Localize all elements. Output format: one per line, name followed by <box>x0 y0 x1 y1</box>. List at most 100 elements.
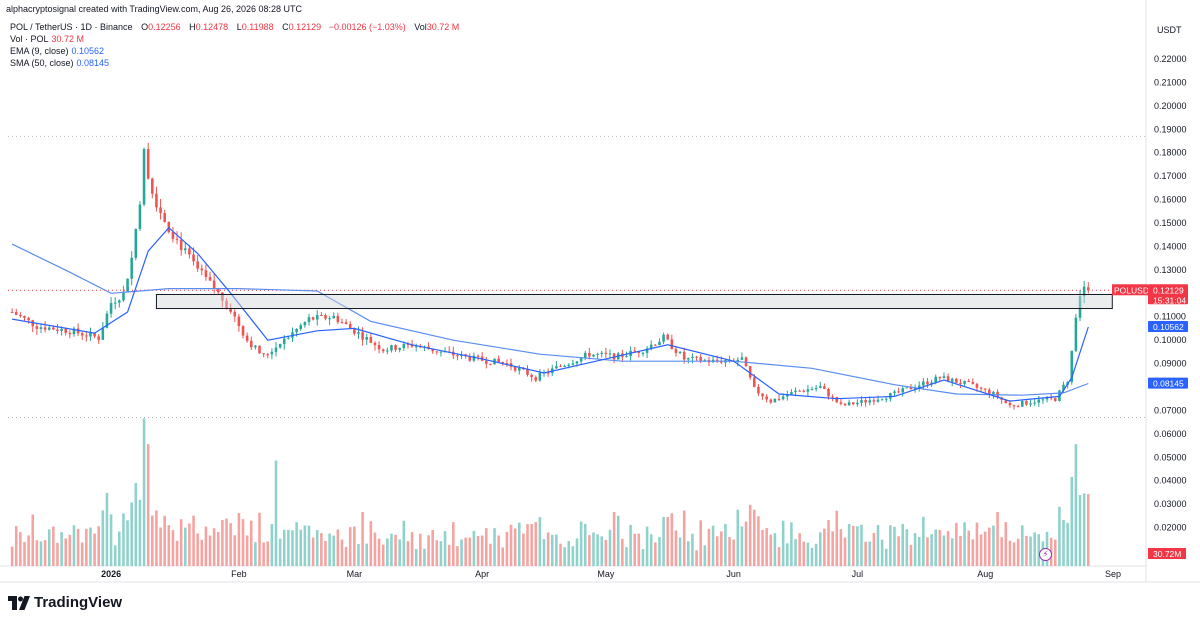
candle-body[interactable] <box>225 300 228 309</box>
volume-bar[interactable] <box>89 527 92 566</box>
candle-body[interactable] <box>934 376 937 383</box>
candle-body[interactable] <box>410 344 414 347</box>
volume-bar[interactable] <box>1070 476 1074 566</box>
volume-bar[interactable] <box>254 542 257 566</box>
candle-body[interactable] <box>501 362 505 364</box>
candle-body[interactable] <box>600 352 604 354</box>
candle-body[interactable] <box>831 396 834 398</box>
candle-body[interactable] <box>171 232 175 239</box>
volume-bar[interactable] <box>604 539 608 566</box>
candle-body[interactable] <box>884 398 888 400</box>
candle-body[interactable] <box>287 337 290 339</box>
volume-bar[interactable] <box>959 535 962 566</box>
candle-body[interactable] <box>674 349 678 354</box>
candle-body[interactable] <box>278 344 282 348</box>
volume-bar[interactable] <box>10 546 14 566</box>
candle-body[interactable] <box>212 280 216 289</box>
volume-bar[interactable] <box>909 544 913 566</box>
candle-body[interactable] <box>414 346 418 348</box>
candle-body[interactable] <box>938 376 942 379</box>
candle-body[interactable] <box>505 363 509 365</box>
volume-bar[interactable] <box>410 532 414 566</box>
volume-bar[interactable] <box>814 543 818 566</box>
candle-body[interactable] <box>1070 350 1074 383</box>
candle-body[interactable] <box>258 345 261 354</box>
volume-bar[interactable] <box>1004 522 1008 566</box>
candle-body[interactable] <box>1029 403 1032 405</box>
volume-bar[interactable] <box>1037 534 1041 566</box>
candle-body[interactable] <box>979 387 983 389</box>
candle-body[interactable] <box>699 357 702 362</box>
candle-body[interactable] <box>262 353 265 355</box>
candle-body[interactable] <box>901 388 905 393</box>
volume-bar[interactable] <box>926 537 929 566</box>
candle-body[interactable] <box>1062 384 1065 391</box>
candle-body[interactable] <box>534 377 538 381</box>
volume-bar[interactable] <box>443 531 447 566</box>
volume-bar[interactable] <box>736 509 740 566</box>
volume-bar[interactable] <box>423 548 426 566</box>
volume-bar[interactable] <box>757 516 760 566</box>
volume-bar[interactable] <box>621 538 624 566</box>
candle-body[interactable] <box>971 381 975 384</box>
volume-bar[interactable] <box>398 539 401 566</box>
volume-bar[interactable] <box>146 444 150 566</box>
volume-bar[interactable] <box>505 531 509 566</box>
candle-body[interactable] <box>765 396 768 400</box>
volume-bar[interactable] <box>769 534 773 566</box>
candle-body[interactable] <box>394 345 397 350</box>
volume-bar[interactable] <box>472 530 476 566</box>
candle-body[interactable] <box>1041 399 1045 401</box>
volume-bar[interactable] <box>60 532 63 566</box>
volume-bar[interactable] <box>901 524 905 566</box>
candle-body[interactable] <box>604 352 608 354</box>
candle-body[interactable] <box>835 397 839 403</box>
candle-body[interactable] <box>637 351 641 353</box>
candle-body[interactable] <box>1037 399 1041 403</box>
candle-body[interactable] <box>913 388 917 390</box>
volume-bar[interactable] <box>163 515 166 566</box>
volume-bar[interactable] <box>377 538 381 566</box>
volume-bar[interactable] <box>761 529 764 566</box>
volume-bar[interactable] <box>678 537 682 566</box>
ema-legend[interactable]: EMA (9, close) 0.10562 <box>10 46 104 56</box>
candle-body[interactable] <box>163 213 166 222</box>
candle-body[interactable] <box>930 382 933 385</box>
candle-body[interactable] <box>266 354 270 356</box>
volume-bar[interactable] <box>884 548 888 566</box>
candle-body[interactable] <box>233 311 237 317</box>
volume-bar[interactable] <box>955 522 958 566</box>
volume-bar[interactable] <box>996 512 999 566</box>
volume-bar[interactable] <box>64 538 68 566</box>
candle-body[interactable] <box>740 357 744 360</box>
volume-bar[interactable] <box>278 538 282 566</box>
volume-bar[interactable] <box>435 540 439 566</box>
volume-bar[interactable] <box>596 534 599 566</box>
volume-bar[interactable] <box>765 528 768 566</box>
volume-bar[interactable] <box>802 541 806 566</box>
volume-bar[interactable] <box>196 533 199 566</box>
volume-bar[interactable] <box>856 526 859 566</box>
volume-bar[interactable] <box>485 528 488 566</box>
candle-body[interactable] <box>786 394 789 397</box>
volume-bar[interactable] <box>897 536 900 566</box>
candle-body[interactable] <box>781 396 785 400</box>
candle-body[interactable] <box>295 328 298 333</box>
volume-bar[interactable] <box>509 524 513 566</box>
candle-body[interactable] <box>790 392 793 395</box>
candle-body[interactable] <box>365 337 368 340</box>
volume-bar[interactable] <box>691 533 694 566</box>
volume-bar[interactable] <box>818 532 822 566</box>
candle-body[interactable] <box>1016 406 1020 408</box>
candle-body[interactable] <box>641 352 645 354</box>
volume-bar[interactable] <box>130 502 133 566</box>
volume-bar[interactable] <box>654 542 657 566</box>
candle-body[interactable] <box>93 332 96 337</box>
candle-body[interactable] <box>184 248 187 251</box>
candle-body[interactable] <box>588 352 591 357</box>
candle-body[interactable] <box>155 193 158 208</box>
volume-bar[interactable] <box>295 522 298 566</box>
volume-bar[interactable] <box>934 529 937 566</box>
candle-body[interactable] <box>485 360 488 364</box>
volume-bar[interactable] <box>175 540 179 566</box>
